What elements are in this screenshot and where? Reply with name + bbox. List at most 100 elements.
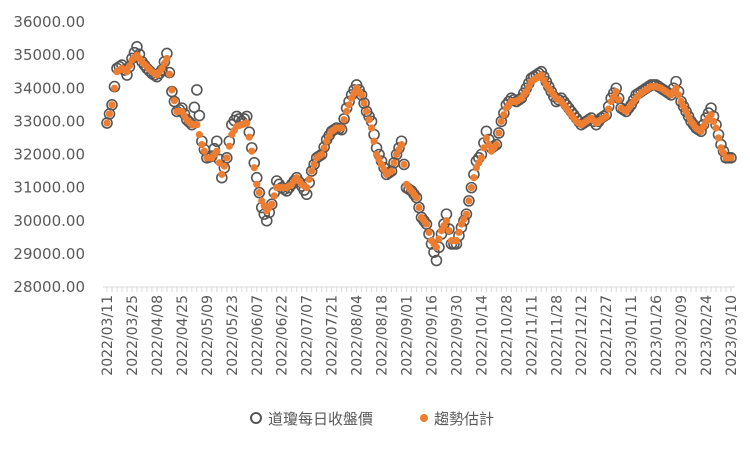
trend-point bbox=[415, 203, 423, 212]
x-tick-label: 2023/02/24 bbox=[699, 295, 715, 376]
trend-point bbox=[318, 150, 326, 159]
trend-point bbox=[707, 111, 715, 119]
x-tick-label: 2022/12/12 bbox=[574, 295, 590, 376]
x-tick-label: 2023/01/11 bbox=[624, 295, 640, 376]
x-tick-label: 2022/07/21 bbox=[325, 295, 341, 376]
x-tick-label: 2023/03/10 bbox=[724, 295, 740, 376]
trend-point bbox=[495, 129, 503, 137]
x-tick-label: 2022/05/23 bbox=[225, 295, 241, 376]
x-tick-label: 2022/06/07 bbox=[250, 295, 266, 376]
trend-point bbox=[412, 193, 421, 202]
trend-point bbox=[712, 124, 720, 132]
actual-point bbox=[430, 254, 443, 267]
y-tick-label: 36000.00 bbox=[13, 13, 85, 31]
trend-point bbox=[470, 174, 478, 182]
trend-point bbox=[477, 154, 485, 162]
trend-point bbox=[497, 117, 505, 125]
trend-point bbox=[370, 137, 378, 145]
trend-point bbox=[305, 175, 313, 183]
trend-point bbox=[310, 160, 318, 169]
trend-point bbox=[345, 101, 353, 109]
x-tick-label: 2022/07/07 bbox=[300, 295, 316, 376]
trend-point bbox=[387, 167, 396, 175]
trend-point bbox=[163, 54, 171, 63]
trend-point bbox=[714, 134, 723, 142]
trend-point bbox=[400, 160, 408, 169]
trend-point bbox=[455, 228, 463, 236]
y-tick-label: 31000.00 bbox=[13, 179, 85, 197]
trend-point bbox=[225, 142, 233, 150]
trend-point bbox=[220, 162, 228, 170]
actual-point bbox=[358, 97, 370, 109]
y-tick-label: 34000.00 bbox=[13, 79, 85, 97]
x-tick-label: 2022/09/01 bbox=[400, 295, 416, 376]
trend-point bbox=[223, 154, 231, 162]
x-tick-label: 2022/11/11 bbox=[524, 295, 540, 376]
x-tick-label: 2023/02/09 bbox=[674, 295, 690, 376]
series-trend bbox=[103, 51, 735, 251]
trend-point bbox=[270, 192, 278, 200]
legend-trend-label: 趨勢估計 bbox=[434, 410, 494, 428]
y-axis: 28000.00 29000.00 30000.00 31000.00 32000.00… bbox=[13, 13, 85, 296]
trend-point bbox=[397, 140, 406, 149]
y-tick-label: 32000.00 bbox=[13, 146, 85, 164]
trend-point bbox=[338, 124, 346, 132]
trend-point bbox=[253, 180, 261, 188]
legend-trend-marker bbox=[420, 414, 428, 422]
actual-point bbox=[463, 195, 475, 207]
trend-point bbox=[255, 188, 263, 197]
trend-point bbox=[672, 84, 680, 92]
trend-point bbox=[320, 144, 328, 152]
x-tick-label: 2022/03/11 bbox=[100, 295, 116, 376]
trend-point bbox=[674, 91, 683, 99]
series-actual bbox=[101, 41, 737, 267]
trend-point bbox=[268, 200, 276, 208]
y-tick-label: 33000.00 bbox=[13, 112, 85, 130]
trend-point bbox=[308, 167, 316, 175]
trend-point bbox=[445, 227, 453, 235]
actual-point bbox=[211, 135, 223, 148]
x-tick-label: 2022/11/28 bbox=[549, 295, 565, 376]
trend-point bbox=[248, 147, 256, 155]
trend-point bbox=[615, 96, 623, 104]
actual-point bbox=[465, 181, 478, 194]
x-tick-label: 2022/09/16 bbox=[424, 295, 440, 376]
actual-point bbox=[398, 158, 410, 171]
legend-actual-marker bbox=[250, 412, 262, 424]
legend: 道瓊每日收盤價 趨勢估計 bbox=[250, 410, 494, 428]
trend-point bbox=[432, 243, 441, 251]
x-tick-label: 2022/03/25 bbox=[125, 295, 141, 376]
trend-point bbox=[500, 111, 508, 119]
x-tick-label: 2022/04/25 bbox=[175, 295, 191, 376]
x-tick-label: 2022/08/04 bbox=[350, 295, 366, 376]
actual-point bbox=[188, 101, 201, 114]
trend-point bbox=[250, 164, 258, 172]
trend-point bbox=[365, 116, 373, 124]
trend-point bbox=[442, 217, 451, 225]
x-axis: 2022/03/11 2022/03/25 2022/04/08 2022/04/25… bbox=[100, 286, 740, 376]
x-tick-label: 2022/08/18 bbox=[375, 295, 391, 376]
y-tick-label: 28000.00 bbox=[13, 278, 85, 296]
trend-point bbox=[110, 84, 119, 92]
x-tick-label: 2022/04/08 bbox=[150, 295, 166, 376]
x-tick-label: 2022/09/30 bbox=[449, 295, 465, 376]
trend-point bbox=[125, 62, 134, 70]
trend-point bbox=[465, 197, 473, 205]
trend-point bbox=[103, 119, 111, 127]
trend-point bbox=[362, 107, 371, 116]
trend-point bbox=[462, 210, 471, 218]
trend-point bbox=[245, 133, 253, 141]
trend-point bbox=[243, 119, 251, 127]
trend-point bbox=[390, 159, 398, 167]
trend-point bbox=[425, 228, 433, 236]
trend-point bbox=[108, 101, 116, 109]
legend-actual-label: 道瓊每日收盤價 bbox=[268, 410, 373, 428]
trend-point bbox=[105, 110, 114, 118]
trend-point bbox=[709, 117, 718, 125]
trend-point bbox=[605, 105, 613, 113]
trend-point bbox=[213, 147, 221, 155]
actual-point bbox=[193, 109, 206, 122]
trend-point bbox=[482, 134, 490, 142]
x-tick-label: 2022/12/27 bbox=[599, 295, 615, 376]
